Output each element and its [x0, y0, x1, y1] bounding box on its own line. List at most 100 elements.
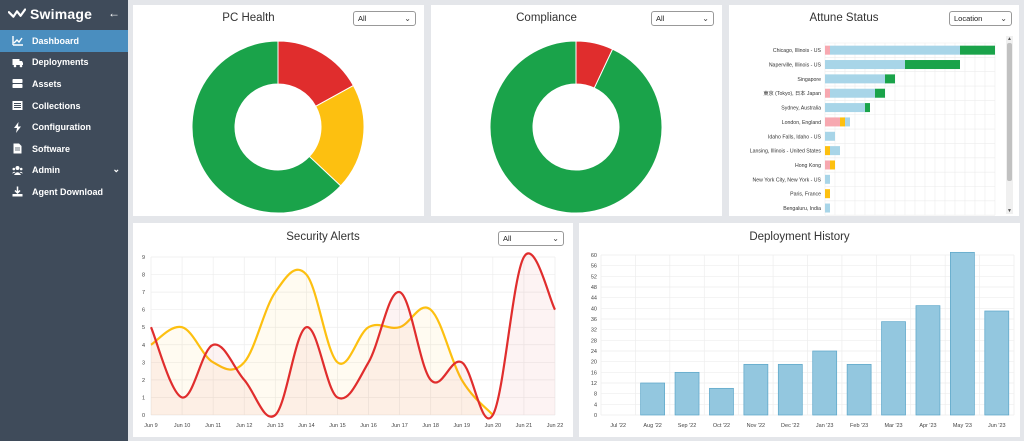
sidebar-item-label: Collections — [32, 100, 81, 111]
attune-filter-select[interactable]: Location ⌄ — [949, 11, 1012, 26]
sidebar-item-agent-download[interactable]: Agent Download — [0, 181, 128, 203]
deploy-bar[interactable] — [777, 363, 803, 416]
compliance-filter-value: All — [656, 14, 665, 23]
deploy-bar[interactable] — [950, 251, 975, 416]
pc-health-filter-select[interactable]: All ⌄ — [353, 11, 416, 26]
security-y-tick-label: 0 — [142, 413, 145, 419]
attune-category-label: Idaho Falls, Idaho - US — [768, 134, 822, 140]
sidebar-item-label: Software — [32, 143, 71, 154]
deploy-bar[interactable] — [881, 321, 906, 416]
download-icon — [12, 186, 23, 197]
security-filter-select[interactable]: All ⌄ — [498, 231, 564, 246]
attune-bar-segment[interactable] — [825, 189, 830, 199]
deploy-bar[interactable] — [743, 363, 769, 416]
compliance-title: Compliance — [516, 12, 577, 24]
attune-filter-value: Location — [954, 14, 983, 23]
brand-name: Swimage — [30, 6, 93, 22]
deploy-bar[interactable] — [674, 371, 700, 416]
attune-bar-segment[interactable] — [825, 117, 840, 127]
pc-health-slice-2[interactable] — [191, 40, 342, 214]
chevron-down-icon: ⌄ — [1000, 14, 1007, 23]
attune-bar-segment[interactable] — [825, 103, 865, 113]
attune-bar-segment[interactable] — [960, 45, 995, 55]
attune-bar-segment[interactable] — [865, 103, 870, 113]
security-series-line-1[interactable] — [149, 252, 556, 420]
sidebar-item-configuration[interactable]: Configuration — [0, 116, 128, 138]
attune-scrollbar-thumb[interactable] — [1007, 43, 1012, 181]
security-y-tick-label: 8 — [142, 273, 145, 279]
deploy-x-tick-label: Dec '22 — [781, 423, 799, 429]
collapse-sidebar-icon[interactable]: ← — [108, 6, 120, 20]
attune-bar-segment[interactable] — [825, 60, 905, 70]
pc-health-donut-chart — [191, 40, 365, 214]
chart-line-icon — [12, 36, 23, 46]
deploy-x-tick-label: May '23 — [953, 423, 972, 429]
attune-bar-segment[interactable] — [825, 74, 885, 84]
attune-bar-segment[interactable] — [825, 88, 830, 98]
deploy-x-tick-label: Sep '22 — [678, 423, 696, 429]
security-y-tick-label: 2 — [142, 378, 145, 384]
attune-bar-segment[interactable] — [845, 117, 850, 127]
compliance-slice-1[interactable] — [489, 40, 663, 214]
attune-category-label: Singapore — [797, 77, 821, 83]
sidebar-item-collections[interactable]: Collections — [0, 95, 128, 117]
attune-bar-segment[interactable] — [885, 74, 895, 84]
deploy-x-tick-label: Mar '23 — [884, 423, 902, 429]
sidebar-item-assets[interactable]: Assets — [0, 73, 128, 95]
chevron-down-icon: ⌄ — [112, 163, 120, 174]
security-x-tick-label: Jun 14 — [298, 423, 315, 429]
sidebar-item-label: Agent Download — [32, 186, 103, 197]
deploy-y-tick-label: 12 — [591, 381, 597, 387]
deploy-bar[interactable] — [915, 305, 941, 416]
deploy-y-tick-label: 36 — [591, 317, 597, 323]
security-y-tick-label: 6 — [142, 308, 145, 314]
security-x-tick-label: Jun 20 — [485, 423, 502, 429]
attune-category-label: Lansing, Illinois - United States — [750, 149, 822, 155]
attune-category-label: Paris, France — [790, 192, 821, 198]
attune-bar-segment[interactable] — [825, 203, 830, 213]
attune-bar-segment[interactable] — [830, 45, 960, 55]
attune-bar-segment[interactable] — [905, 60, 960, 70]
sidebar-item-admin[interactable]: Admin ⌄ — [0, 160, 128, 182]
attune-category-label: Hong Kong — [795, 163, 821, 169]
security-x-tick-label: Jun 11 — [205, 423, 221, 429]
sidebar-item-deployments[interactable]: Deployments — [0, 52, 128, 74]
attune-bar-segment[interactable] — [825, 131, 835, 141]
sidebar-item-software[interactable]: Software — [0, 138, 128, 160]
pc-health-title: PC Health — [222, 12, 275, 24]
security-series-line-0[interactable] — [150, 268, 494, 416]
server-icon — [12, 79, 23, 89]
deploy-bar[interactable] — [984, 310, 1010, 416]
compliance-filter-select[interactable]: All ⌄ — [651, 11, 714, 26]
deploy-bar[interactable] — [709, 387, 734, 416]
deploy-x-tick-label: Oct '22 — [713, 423, 730, 429]
attune-bar-segment[interactable] — [825, 160, 830, 170]
attune-bar-segment[interactable] — [825, 146, 830, 156]
deploy-bar[interactable] — [640, 382, 665, 416]
deploy-y-tick-label: 24 — [591, 349, 597, 355]
attune-bar-segment[interactable] — [825, 174, 830, 184]
sidebar-item-label: Deployments — [32, 57, 89, 68]
security-x-tick-label: Jun 12 — [236, 423, 253, 429]
attune-bar-segment[interactable] — [875, 88, 885, 98]
attune-bar-segment[interactable] — [840, 117, 845, 127]
list-icon — [12, 101, 23, 111]
attune-bar-segment[interactable] — [825, 45, 830, 55]
deploy-bar[interactable] — [846, 363, 872, 416]
attune-scrollbar[interactable]: ▲ ▼ — [1006, 36, 1013, 214]
scroll-up-icon[interactable]: ▲ — [1007, 36, 1012, 42]
sidebar-item-dashboard[interactable]: Dashboard — [0, 30, 128, 52]
deploy-y-tick-label: 52 — [591, 274, 597, 280]
security-x-tick-label: Jun 21 — [516, 423, 533, 429]
deploy-y-tick-label: 48 — [591, 285, 597, 291]
deploy-x-tick-label: Jun '23 — [988, 423, 1006, 429]
security-x-tick-label: Jun 17 — [391, 423, 408, 429]
deploy-bar[interactable] — [812, 350, 838, 416]
attune-bar-segment[interactable] — [830, 160, 835, 170]
attune-bar-segment[interactable] — [830, 88, 875, 98]
deploy-y-tick-label: 4 — [594, 402, 597, 408]
chevron-down-icon: ⌄ — [702, 14, 709, 23]
attune-bar-segment[interactable] — [830, 146, 840, 156]
deploy-y-tick-label: 32 — [591, 328, 597, 334]
scroll-down-icon[interactable]: ▼ — [1007, 208, 1012, 214]
